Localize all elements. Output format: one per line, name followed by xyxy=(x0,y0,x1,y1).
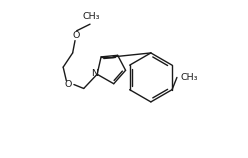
Text: O: O xyxy=(64,80,72,89)
Text: O: O xyxy=(72,31,80,40)
Text: N: N xyxy=(92,69,99,78)
Text: CH₃: CH₃ xyxy=(181,73,198,82)
Text: CH₃: CH₃ xyxy=(83,12,100,21)
